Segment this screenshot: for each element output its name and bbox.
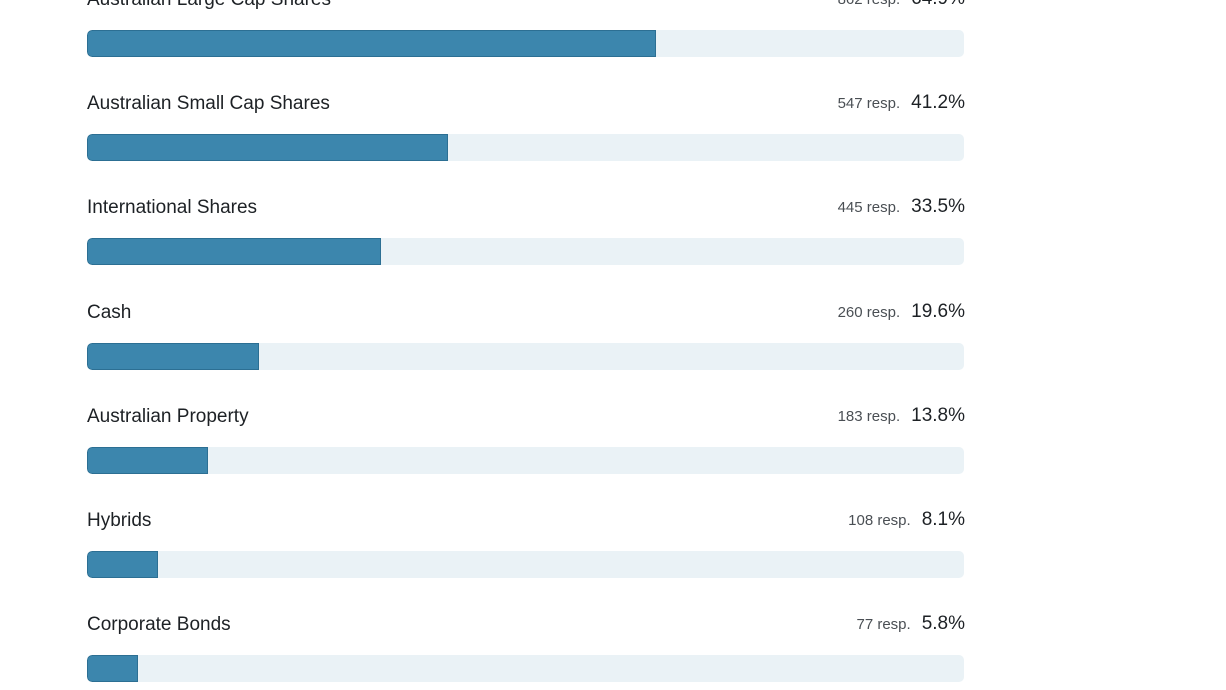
result-label: Hybrids: [87, 509, 152, 531]
result-row-header: Cash 260 resp. 19.6%: [87, 285, 965, 343]
result-row-header: Corporate Bonds 77 resp. 5.8%: [87, 597, 965, 655]
result-row-header: Australian Large Cap Shares 862 resp. 64…: [87, 0, 965, 30]
response-percent: 41.2%: [911, 92, 965, 114]
response-percent: 13.8%: [911, 404, 965, 426]
response-percent: 64.9%: [911, 0, 965, 10]
result-row-header: Australian Property 183 resp. 13.8%: [87, 389, 965, 447]
result-stats: 445 resp. 33.5%: [838, 196, 965, 220]
result-bar-fill: [87, 134, 449, 162]
result-row: Corporate Bonds 77 resp. 5.8%: [87, 597, 965, 690]
result-stats: 77 resp. 5.8%: [856, 613, 965, 637]
result-label: Corporate Bonds: [87, 614, 231, 636]
response-percent: 33.5%: [911, 196, 965, 218]
result-label: Australian Small Cap Shares: [87, 93, 330, 115]
result-stats: 260 resp. 19.6%: [838, 301, 965, 325]
result-row: Cash 260 resp. 19.6%: [87, 285, 965, 389]
result-row: Australian Property 183 resp. 13.8%: [87, 389, 965, 493]
response-percent: 8.1%: [921, 508, 965, 530]
result-label: Australian Large Cap Shares: [87, 0, 331, 12]
response-count: 445 resp.: [837, 199, 901, 217]
result-bar-track: [87, 134, 964, 162]
result-bar-track: [87, 446, 964, 474]
result-bar-fill: [87, 655, 138, 683]
response-count: 862 resp.: [838, 0, 901, 8]
result-bar-fill: [87, 342, 259, 370]
result-stats: 183 resp. 13.8%: [838, 405, 965, 429]
response-percent: 19.6%: [911, 300, 965, 322]
response-count: 77 resp.: [856, 616, 911, 634]
response-count: 108 resp.: [848, 511, 911, 529]
response-count: 547 resp.: [837, 95, 901, 113]
result-row-header: International Shares 445 resp. 33.5%: [87, 180, 965, 238]
result-label: International Shares: [87, 197, 258, 219]
result-bar-track: [87, 655, 964, 683]
result-row-header: Australian Small Cap Shares 547 resp. 41…: [87, 76, 965, 134]
result-row-header: Hybrids 108 resp. 8.1%: [87, 493, 965, 551]
response-percent: 5.8%: [921, 613, 965, 635]
result-bar-track: [87, 342, 964, 370]
result-bar-fill: [87, 446, 209, 474]
poll-results-list: Australian Large Cap Shares 862 resp. 64…: [87, 0, 965, 690]
result-stats: 108 resp. 8.1%: [848, 509, 965, 533]
result-bar-track: [87, 550, 964, 578]
result-stats: 862 resp. 64.9%: [838, 0, 965, 12]
result-label: Australian Property: [87, 405, 249, 427]
result-bar-track: [87, 30, 964, 57]
result-row: Australian Small Cap Shares 547 resp. 41…: [87, 76, 965, 180]
result-label: Cash: [87, 301, 132, 323]
result-row: International Shares 445 resp. 33.5%: [87, 180, 965, 284]
result-bar-track: [87, 238, 964, 266]
response-count: 260 resp.: [837, 303, 901, 321]
result-row: Hybrids 108 resp. 8.1%: [87, 493, 965, 597]
result-bar-fill: [87, 30, 657, 57]
response-count: 183 resp.: [837, 407, 901, 425]
result-bar-fill: [87, 238, 381, 266]
result-bar-fill: [87, 550, 159, 578]
result-stats: 547 resp. 41.2%: [838, 92, 965, 116]
result-row: Australian Large Cap Shares 862 resp. 64…: [87, 0, 965, 76]
